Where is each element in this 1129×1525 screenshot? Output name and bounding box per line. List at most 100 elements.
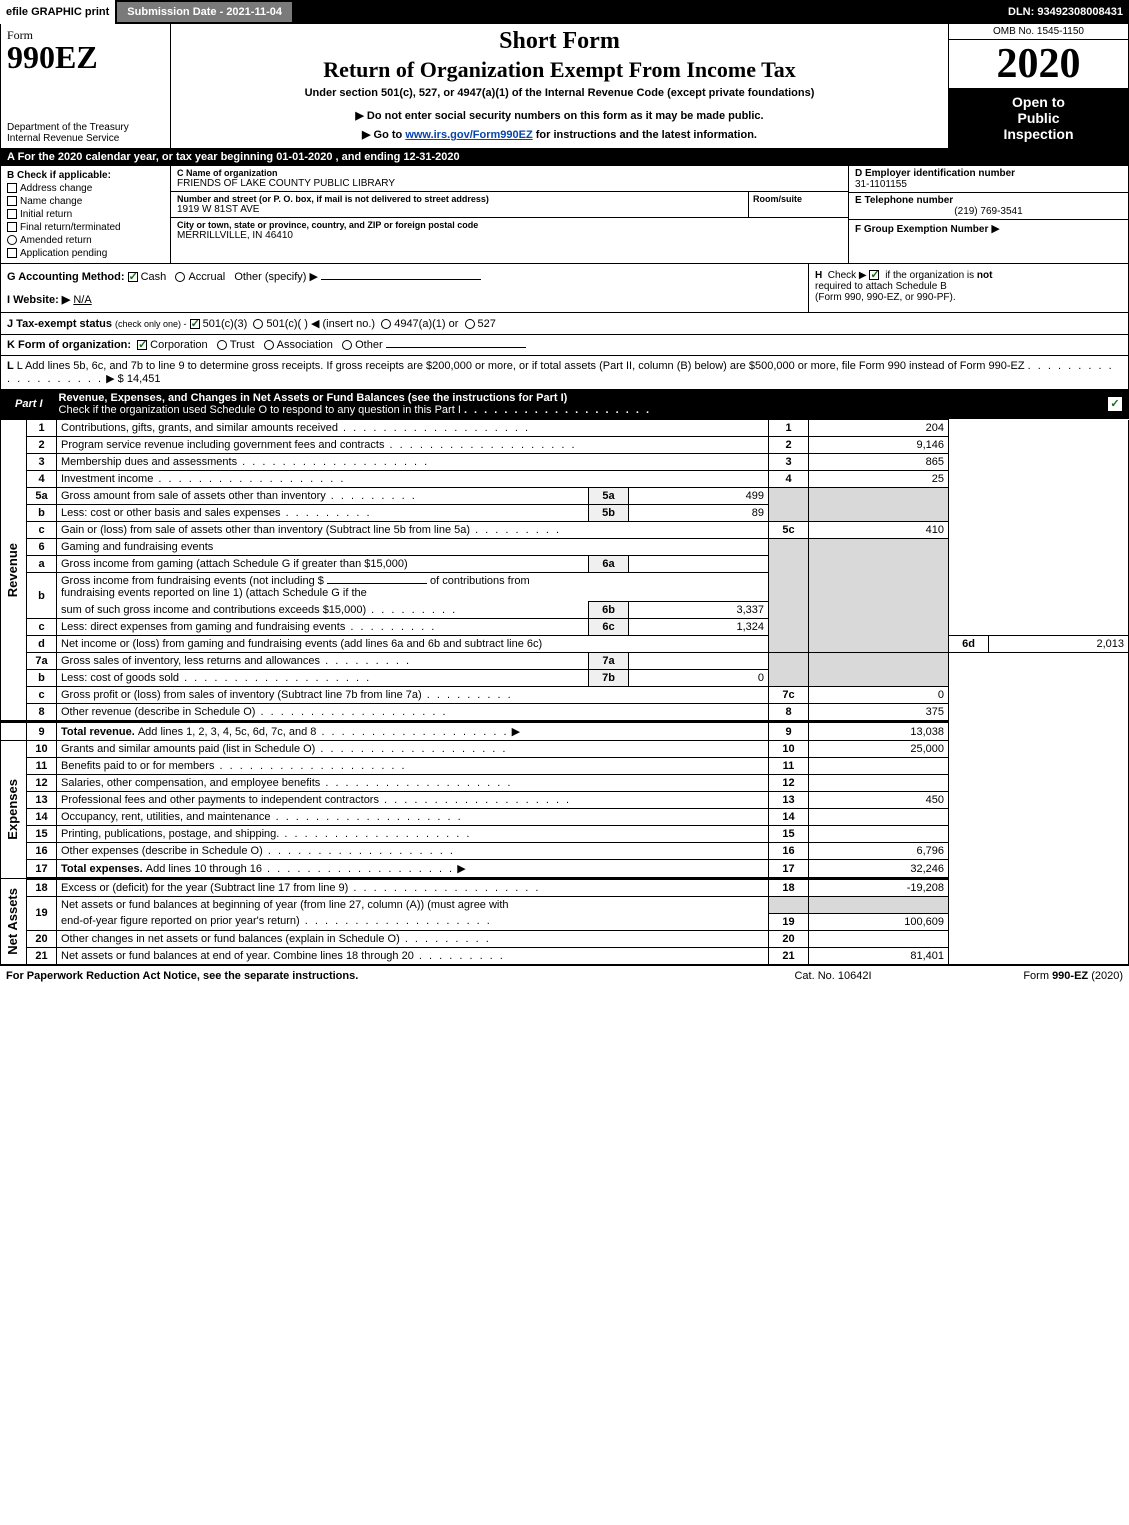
form-header: Form 990EZ Department of the Treasury In… [0,24,1129,149]
radio-icon[interactable] [465,319,475,329]
section-g: G Accounting Method: Cash Accrual Other … [1,264,808,312]
radio-icon[interactable] [217,340,227,350]
footer-cat: Cat. No. 10642I [723,970,943,982]
table-row: 3 Membership dues and assessments 3865 [1,454,1129,471]
dln-label: DLN: 93492308008431 [1002,0,1129,24]
website: N/A [73,294,91,306]
b-opt-address[interactable]: Address change [7,183,164,194]
fill-line[interactable] [327,583,427,584]
part1-title: Revenue, Expenses, and Changes in Net As… [59,392,652,416]
checkbox-icon[interactable] [7,183,17,193]
b-opt-amended[interactable]: Amended return [7,235,164,246]
section-f: F Group Exemption Number ▶ [849,220,1128,263]
return-title: Return of Organization Exempt From Incom… [177,57,942,83]
c-room-label: Room/suite [753,194,848,204]
c-city-row: City or town, state or province, country… [171,218,848,243]
table-row: 12Salaries, other compensation, and empl… [1,775,1129,792]
k-label: K Form of organization: [7,339,131,351]
c-street-row: Number and street (or P. O. box, if mail… [171,192,848,218]
table-row: 13Professional fees and other payments t… [1,792,1129,809]
org-street: 1919 W 81ST AVE [177,204,744,215]
table-row: 21Net assets or fund balances at end of … [1,947,1129,964]
table-row: c Gross profit or (loss) from sales of i… [1,687,1129,704]
h-text4: (Form 990, 990-EZ, or 990-PF). [815,292,1122,303]
telephone: (219) 769-3541 [855,206,1122,217]
checkbox-icon[interactable] [190,319,200,329]
j-note: (check only one) ‐ [115,319,187,329]
section-def: D Employer identification number 31-1101… [848,166,1128,263]
j-label: J Tax-exempt status [7,318,112,330]
open-public: Open to Public Inspection [949,88,1128,148]
header-mid: Short Form Return of Organization Exempt… [171,24,948,148]
table-row: 11Benefits paid to or for members11 [1,758,1129,775]
k-other-line[interactable] [386,347,526,348]
table-row: sum of such gross income and contributio… [1,602,1129,619]
goto-suffix: for instructions and the latest informat… [533,129,757,141]
block-bcdef: B Check if applicable: Address change Na… [0,166,1129,264]
table-row: b Less: cost of goods sold 7b0 [1,670,1129,687]
checkbox-icon[interactable] [7,222,17,232]
k-o4: Other [355,339,383,351]
omb-number: OMB No. 1545-1150 [949,24,1128,40]
table-row: 7a Gross sales of inventory, less return… [1,653,1129,670]
spacer [294,0,1002,24]
irs-link[interactable]: www.irs.gov/Form990EZ [405,129,532,141]
footer-form: Form 990-EZ (2020) [943,970,1123,982]
checkbox-icon[interactable] [7,248,17,258]
checkbox-icon[interactable] [7,196,17,206]
expenses-side-label: Expenses [1,741,27,879]
section-b: B Check if applicable: Address change Na… [1,166,171,263]
radio-icon[interactable] [381,319,391,329]
table-row: Expenses 10 Grants and similar amounts p… [1,741,1129,758]
j-o2: 501(c)( ) ◀ (insert no.) [266,318,375,330]
open-line1: Open to [953,94,1124,110]
c-street-label: Number and street (or P. O. box, if mail… [177,194,744,204]
org-name: FRIENDS OF LAKE COUNTY PUBLIC LIBRARY [177,178,395,189]
table-row: c Gain or (loss) from sale of assets oth… [1,522,1129,539]
table-row: 20Other changes in net assets or fund ba… [1,930,1129,947]
radio-icon[interactable] [264,340,274,350]
table-row: 16Other expenses (describe in Schedule O… [1,843,1129,860]
table-row: 4 Investment income 425 [1,471,1129,488]
radio-icon[interactable] [253,319,263,329]
radio-icon[interactable] [175,272,185,282]
radio-icon[interactable] [7,235,17,245]
table-row: end-of-year figure reported on prior yea… [1,913,1129,930]
checkbox-icon[interactable] [869,270,879,280]
l-text: L Add lines 5b, 6c, and 7b to line 9 to … [17,360,1025,372]
form-code: 990EZ [7,39,98,76]
radio-icon[interactable] [342,340,352,350]
table-row: 2 Program service revenue including gove… [1,437,1129,454]
ssn-warning: ▶ Do not enter social security numbers o… [177,109,942,122]
section-d: D Employer identification number 31-1101… [849,166,1128,193]
netassets-side-label: Net Assets [1,879,27,965]
c-name-row: C Name of organization FRIENDS OF LAKE C… [171,166,848,192]
b-opt-name[interactable]: Name change [7,196,164,207]
checkbox-icon[interactable] [128,272,138,282]
e-label: E Telephone number [855,195,1122,206]
revenue-side-label: Revenue [1,420,27,722]
g-other-line[interactable] [321,279,481,280]
h-not: not [977,270,993,281]
page-footer: For Paperwork Reduction Act Notice, see … [0,965,1129,986]
ein: 31-1101155 [855,179,1122,190]
table-row: b Gross income from fundraising events (… [1,573,1129,602]
top-bar: efile GRAPHIC print Submission Date - 20… [0,0,1129,24]
efile-label[interactable]: efile GRAPHIC print [0,0,115,24]
checkbox-checked-icon[interactable]: ✓ [1108,397,1122,411]
g-accrual: Accrual [188,271,225,283]
b-opt-pending[interactable]: Application pending [7,248,164,259]
table-row: Net Assets 18 Excess or (deficit) for th… [1,879,1129,897]
dots [464,404,651,416]
g-label: G Accounting Method: [7,271,125,283]
table-row: 17Total expenses. Add lines 10 through 1… [1,860,1129,879]
checkbox-icon[interactable] [137,340,147,350]
b-opt-final[interactable]: Final return/terminated [7,222,164,233]
table-row: 8 Other revenue (describe in Schedule O)… [1,704,1129,722]
f-label: F Group Exemption Number [855,224,988,235]
checkbox-icon[interactable] [7,209,17,219]
section-j: J Tax-exempt status (check only one) ‐ 5… [0,313,1129,335]
f-arrow: ▶ [991,223,999,235]
submission-date: Submission Date - 2021-11-04 [115,0,294,24]
b-opt-initial[interactable]: Initial return [7,209,164,220]
